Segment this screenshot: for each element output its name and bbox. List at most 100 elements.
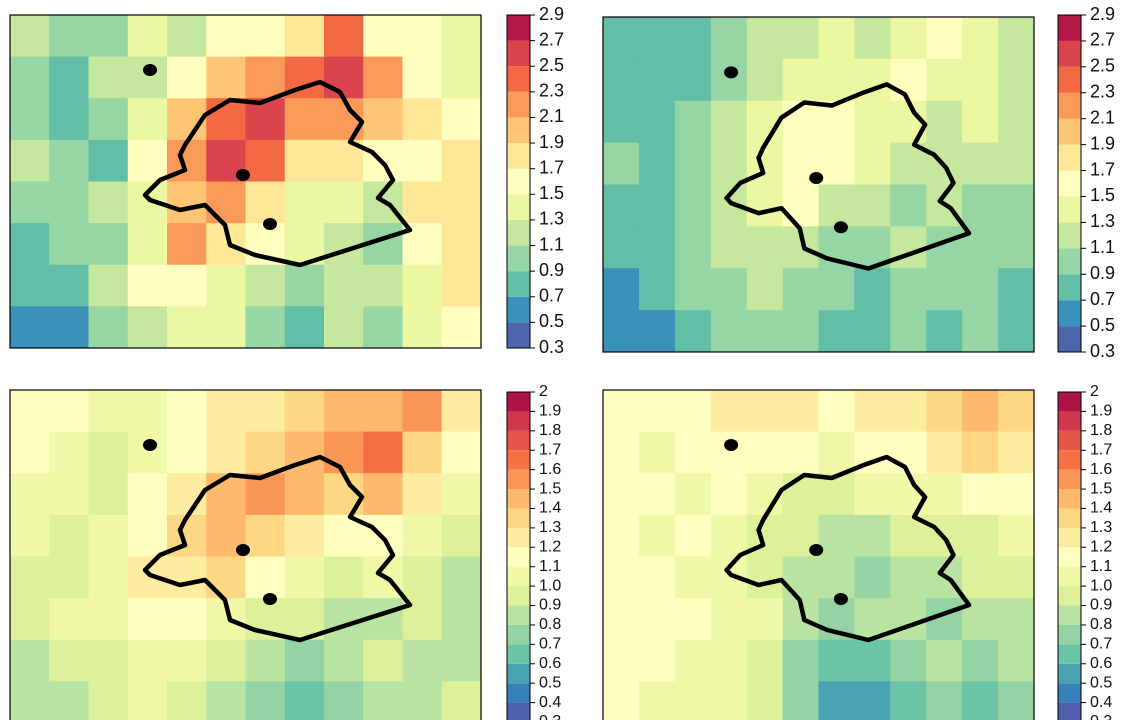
heat-cell [603,184,640,227]
heat-cell [127,56,168,99]
heat-cell [638,58,676,102]
colorbar-segment [1058,118,1081,145]
heat-cell [10,473,50,516]
heat-cell [674,390,712,433]
colorbar-segment [507,489,530,509]
colorbar-segment [507,143,530,169]
colorbar-label: 1.7 [539,157,564,177]
colorbar-segment [1058,300,1081,327]
heat-cell [206,556,246,599]
colorbar-label: 1.3 [1090,211,1115,231]
heat-cell [818,310,855,353]
heat-cell [245,681,286,720]
heat-cell [127,139,168,182]
colorbar-label: 1.1 [1090,237,1115,257]
heat-cell [363,264,403,307]
colorbar-label: 0.9 [539,597,561,614]
heat-cell [674,58,712,102]
heat-cell [638,431,676,474]
colorbar-label: 2 [1090,383,1099,400]
heat-cell [324,431,364,474]
heat-cell [603,681,640,720]
heat-cell [363,639,403,682]
site-dot [724,439,739,451]
heat-cell [854,184,891,227]
heat-cell [10,15,50,58]
colorbar-segment [1058,66,1081,93]
heat-cell [88,431,129,474]
heat-cell [782,100,819,144]
heat-cell [49,473,89,516]
heat-cell [782,268,819,311]
heat-cell [127,223,168,266]
heat-cell [88,598,129,641]
colorbar-segment [507,469,530,490]
heat-cell [746,639,784,682]
heat-cell [49,390,89,433]
heat-cell [88,139,129,182]
heat-cell [818,58,855,102]
colorbar-label: 0.8 [1090,616,1112,633]
heat-cell [402,139,443,182]
heat-cell [603,17,640,60]
heat-cell [638,268,676,311]
heat-cell [284,390,325,433]
heat-cell [890,431,927,474]
heat-cell [998,310,1035,353]
colorbar-label: 2.1 [539,106,564,126]
heat-cell [441,431,482,474]
heat-cell [49,264,89,307]
heat-cell [441,181,482,224]
heat-cell [603,310,640,353]
colorbar-segment [1058,144,1081,171]
heat-cell [926,58,963,102]
colorbar-label: 1.7 [1090,159,1115,179]
heat-cell [402,556,443,599]
heat-cell [324,56,364,99]
heat-cell [638,184,676,227]
colorbar-label: 2.7 [1090,30,1115,50]
heat-cell [926,268,963,311]
heat-cell [710,142,748,185]
colorbar-frame [1057,14,1082,353]
heat-cell [603,100,640,144]
colorbar-segment [1058,508,1081,528]
heat-cell [710,58,748,102]
heat-cell [441,390,482,433]
heat-cell [998,268,1035,311]
heat-cell [638,556,676,599]
colorbar-label: 0.3 [1090,713,1112,720]
heat-cell [441,598,482,641]
colorbar-segment [1058,326,1081,352]
colorbar-segment [507,430,530,451]
colorbar-label: 1.9 [539,132,564,152]
heat-cell [88,514,129,557]
heat-cell [674,17,712,60]
site-dot [724,66,739,79]
colorbar-segment [1058,196,1081,223]
heat-cell [998,226,1035,269]
heat-cell [782,310,819,353]
heat-cell [746,390,784,433]
region-outline [142,454,413,643]
heat-cell [324,223,364,266]
colorbar-label: 0.3 [539,337,564,357]
colorbar-segment [507,508,530,528]
heat-cell [603,431,640,474]
heat-cell [998,17,1035,60]
heat-cell [603,556,640,599]
heat-cell [890,310,927,353]
heat-cell [10,98,50,141]
heat-cell [324,556,364,599]
heat-cell [746,556,784,599]
heat-cell [890,184,927,227]
heat-cell [441,15,482,58]
heat-cell [674,184,712,227]
heat-cell [363,98,403,141]
heat-cell [402,264,443,307]
heat-cell [245,15,286,58]
heat-cell [818,556,855,599]
colorbar-label: 2.3 [1090,82,1115,102]
heat-cell [245,56,286,99]
heat-cell [324,681,364,720]
